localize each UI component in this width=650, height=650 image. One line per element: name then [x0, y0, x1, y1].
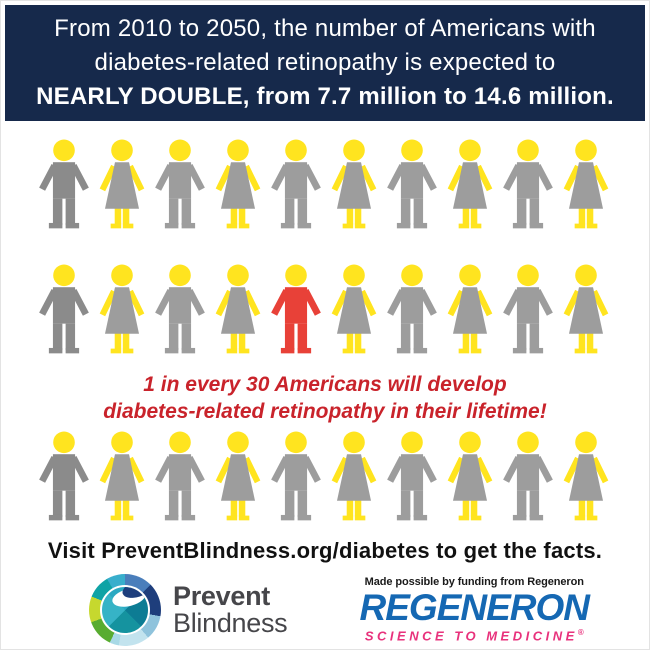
regeneron-funding-note: Made possible by funding from Regeneron [364, 576, 584, 589]
person-icon-female [563, 431, 609, 521]
pb-word-prevent: Prevent [173, 581, 270, 611]
person-icon-female [99, 431, 145, 521]
regeneron-tagline: SCIENCE TO MEDICINE® [360, 628, 589, 643]
person-icon-male [155, 431, 205, 521]
regeneron-wordmark: REGENERON [359, 587, 590, 629]
regeneron-tagline-text: SCIENCE TO MEDICINE [364, 628, 578, 644]
person-icon-male [39, 264, 89, 354]
person-icon-female [447, 139, 493, 229]
person-icon-female [331, 264, 377, 354]
header-line-2: diabetes-related retinopathy is expected… [94, 49, 556, 76]
person-icon-male [503, 431, 553, 521]
statistic-tagline: 1 in every 30 Americans will develop dia… [1, 371, 649, 425]
tagline-line-2: diabetes-related retinopathy in their li… [103, 400, 547, 423]
person-icon-male [39, 139, 89, 229]
footer-logos: Prevent Blindness Made possible by fundi… [1, 574, 649, 646]
person-icon-male [387, 139, 437, 229]
pb-word-blindness: Blindness [173, 608, 288, 638]
person-icon-male [387, 431, 437, 521]
prevent-blindness-logo: Prevent Blindness [89, 574, 288, 646]
person-icon-female [563, 139, 609, 229]
person-icon-male [387, 264, 437, 354]
person-icon-female [447, 431, 493, 521]
prevent-blindness-eye-icon [89, 574, 161, 646]
registered-trademark-symbol: ® [577, 628, 584, 638]
person-icon-male [503, 264, 553, 354]
people-row-2 [1, 264, 649, 359]
person-icon-female [99, 264, 145, 354]
visit-url-text: Visit PreventBlindness.org/diabetes to g… [47, 538, 603, 563]
header-line-3: NEARLY DOUBLE, from 7.7 million to 14.6 … [36, 83, 614, 110]
prevent-blindness-wordmark: Prevent Blindness [173, 581, 288, 638]
regeneron-logo: Made possible by funding from Regeneron … [359, 576, 590, 643]
person-icon-female [215, 139, 261, 229]
person-icon-female [331, 431, 377, 521]
person-icon-male [155, 264, 205, 354]
header-banner: From 2010 to 2050, the number of America… [5, 5, 645, 121]
person-icon-female [563, 264, 609, 354]
person-icon-highlighted [271, 264, 321, 354]
eye-icon-inner [100, 585, 150, 635]
person-icon-male [271, 139, 321, 229]
people-row-3 [1, 431, 649, 526]
person-icon-male [155, 139, 205, 229]
person-icon-female [331, 139, 377, 229]
person-icon-female [447, 264, 493, 354]
person-icon-female [215, 431, 261, 521]
person-icon-female [99, 139, 145, 229]
person-icon-male [503, 139, 553, 229]
person-icon-female [215, 264, 261, 354]
person-icon-male [271, 431, 321, 521]
header-line-1: From 2010 to 2050, the number of America… [54, 15, 596, 42]
tagline-line-1: 1 in every 30 Americans will develop [143, 373, 507, 396]
people-row-1 [1, 139, 649, 234]
person-icon-male [39, 431, 89, 521]
